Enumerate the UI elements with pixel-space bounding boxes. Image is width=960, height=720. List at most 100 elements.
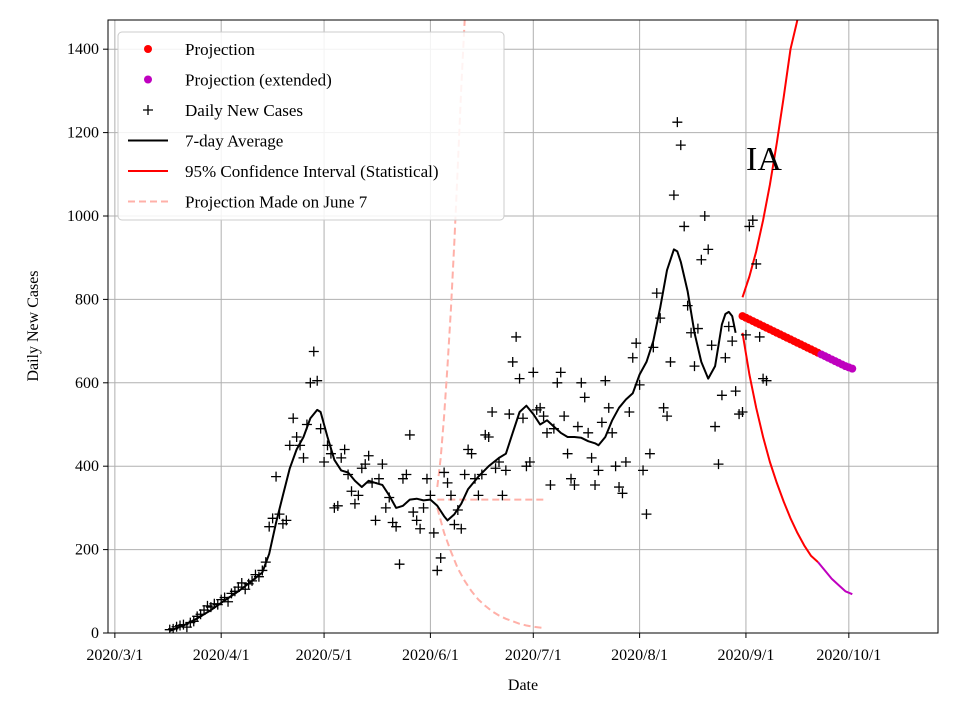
- y-tick-label: 1400: [67, 41, 99, 58]
- x-tick-label: 2020/5/1: [296, 647, 353, 664]
- daily-case-marker: [384, 492, 395, 503]
- daily-case-marker: [548, 423, 559, 434]
- daily-case-marker: [720, 352, 731, 363]
- legend-box: [117, 31, 505, 221]
- daily-case-marker: [607, 427, 618, 438]
- daily-case-marker: [562, 448, 573, 459]
- daily-case-marker: [590, 479, 601, 490]
- daily-case-marker: [332, 500, 343, 511]
- daily-case-marker: [223, 596, 234, 607]
- daily-case-marker: [253, 571, 264, 582]
- daily-case-marker: [576, 377, 587, 388]
- daily-case-marker: [291, 432, 302, 443]
- daily-case-marker: [483, 432, 494, 443]
- daily-case-marker: [744, 221, 755, 232]
- daily-case-marker: [583, 427, 594, 438]
- daily-case-marker: [631, 338, 642, 349]
- y-tick-label: 600: [75, 375, 99, 392]
- y-tick-label: 800: [75, 291, 99, 308]
- state-annotation: IA: [746, 141, 782, 178]
- daily-case-marker: [274, 509, 285, 520]
- daily-case-marker: [325, 448, 336, 459]
- daily-case-marker: [614, 482, 625, 493]
- daily-case-marker: [295, 440, 306, 451]
- daily-case-marker: [435, 552, 446, 563]
- daily-case-marker: [679, 221, 690, 232]
- daily-case-marker: [469, 473, 480, 484]
- daily-case-marker: [511, 331, 522, 342]
- daily-case-marker: [421, 473, 432, 484]
- 95-ci-lower-line: [741, 332, 819, 563]
- daily-case-marker: [658, 402, 669, 413]
- daily-case-marker: [305, 377, 316, 388]
- daily-case-marker: [545, 479, 556, 490]
- x-tick-label: 2020/10/1: [816, 647, 881, 664]
- daily-case-marker: [703, 244, 714, 255]
- daily-case-marker: [343, 469, 354, 480]
- daily-case-marker: [641, 509, 652, 520]
- daily-case-marker: [696, 254, 707, 265]
- daily-case-marker: [727, 336, 738, 347]
- daily-case-marker: [566, 473, 577, 484]
- daily-case-marker: [367, 477, 378, 488]
- daily-case-marker: [552, 377, 563, 388]
- daily-case-marker: [260, 557, 271, 568]
- daily-case-marker: [638, 465, 649, 476]
- daily-case-marker: [655, 313, 666, 324]
- daily-case-marker: [487, 406, 498, 417]
- x-tick-label: 2020/6/1: [402, 647, 459, 664]
- daily-case-marker: [559, 411, 570, 422]
- legend: Projection Projection (extended) Daily New…: [117, 31, 505, 221]
- daily-case-marker: [418, 502, 429, 513]
- daily-case-marker: [298, 452, 309, 463]
- daily-case-marker: [617, 488, 628, 499]
- daily-case-marker: [319, 457, 330, 468]
- daily-case-marker: [267, 513, 278, 524]
- daily-case-marker: [699, 210, 710, 221]
- daily-case-marker: [425, 490, 436, 501]
- daily-case-marker: [542, 427, 553, 438]
- daily-case-marker: [593, 465, 604, 476]
- daily-case-marker: [686, 327, 697, 338]
- daily-case-marker: [391, 521, 402, 532]
- daily-case-marker: [586, 452, 597, 463]
- daily-case-marker: [459, 469, 470, 480]
- daily-case-marker: [315, 423, 326, 434]
- daily-case-marker: [404, 429, 415, 440]
- daily-case-marker: [740, 329, 751, 340]
- daily-case-marker: [692, 323, 703, 334]
- x-axis: 2020/3/1 2020/4/1 2020/5/1 2020/6/1 2020/7/1…: [86, 633, 881, 664]
- daily-case-marker: [507, 356, 518, 367]
- legend-marker: [143, 105, 153, 115]
- daily-case-marker: [301, 419, 312, 430]
- 95-ci-upper-line: [741, 20, 799, 298]
- legend-label: Projection Made on June 7: [185, 193, 368, 212]
- legend-label: 7-day Average: [185, 132, 283, 151]
- daily-case-marker: [247, 575, 258, 586]
- daily-case-marker: [668, 190, 679, 201]
- x-axis-label: Date: [508, 677, 538, 694]
- daily-case-marker: [312, 375, 323, 386]
- daily-case-marker: [538, 411, 549, 422]
- daily-case-marker: [456, 523, 467, 534]
- daily-case-marker: [473, 490, 484, 501]
- daily-case-marker: [648, 342, 659, 353]
- daily-case-marker: [236, 577, 247, 588]
- daily-case-marker: [411, 515, 422, 526]
- daily-case-marker: [466, 448, 477, 459]
- daily-case-marker: [730, 386, 741, 397]
- daily-case-marker: [747, 215, 758, 226]
- daily-case-marker: [401, 469, 412, 480]
- daily-case-marker: [737, 406, 748, 417]
- daily-case-marker: [442, 477, 453, 488]
- legend-label: 95% Confidence Interval (Statistical): [185, 162, 439, 181]
- daily-case-marker: [761, 375, 772, 386]
- legend-marker: [144, 45, 152, 53]
- daily-case-marker: [627, 352, 638, 363]
- y-axis: 0 200 400 600 800 1000 1200 1400: [67, 41, 108, 642]
- daily-case-marker: [445, 490, 456, 501]
- daily-case-marker: [377, 459, 388, 470]
- daily-case-marker: [439, 467, 450, 478]
- daily-case-marker: [500, 465, 511, 476]
- y-tick-label: 1000: [67, 208, 99, 225]
